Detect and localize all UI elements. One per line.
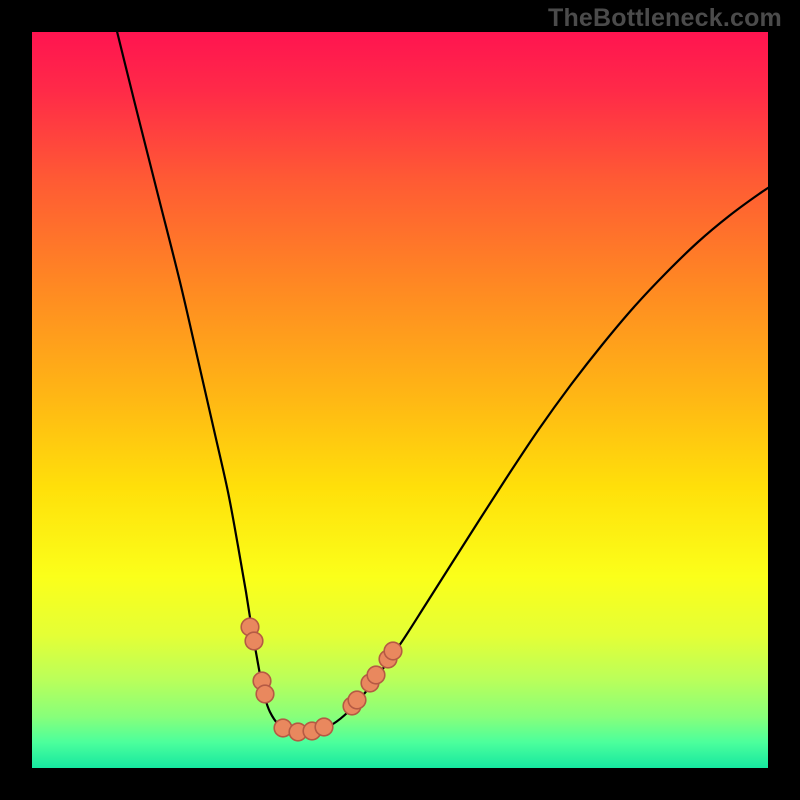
curve-marker xyxy=(348,691,366,709)
curve-marker xyxy=(245,632,263,650)
curve-marker xyxy=(367,666,385,684)
bottleneck-curve xyxy=(110,3,797,733)
curve-marker xyxy=(256,685,274,703)
curve-marker xyxy=(384,642,402,660)
curve-layer xyxy=(0,0,800,800)
curve-marker xyxy=(315,718,333,736)
